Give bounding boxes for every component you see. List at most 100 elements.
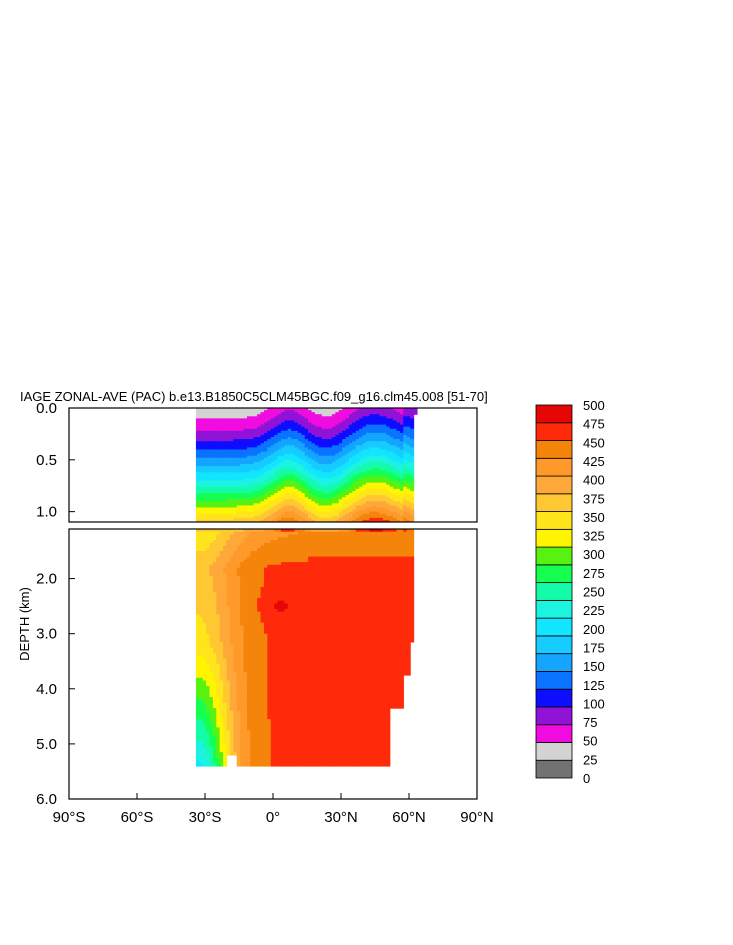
contour-cell	[328, 507, 333, 511]
contour-cell	[219, 443, 224, 446]
contour-cell	[229, 655, 234, 660]
contour-cell	[372, 486, 377, 490]
contour-cell	[236, 622, 241, 627]
contour-cell	[209, 680, 214, 684]
contour-cell	[243, 724, 248, 728]
contour-cell	[253, 443, 258, 446]
contour-cell	[376, 426, 381, 430]
contour-cell	[331, 499, 336, 502]
contour-cell	[260, 497, 265, 500]
contour-cell	[202, 439, 207, 442]
contour-cell	[209, 641, 214, 646]
contour-cell	[287, 495, 292, 498]
contour-cell	[209, 765, 214, 767]
contour-cell	[396, 492, 401, 496]
contour-cell	[284, 410, 289, 413]
contour-cell	[311, 478, 316, 482]
contour-cell	[199, 669, 204, 673]
contour-cell	[301, 439, 306, 442]
contour-cell	[219, 466, 224, 469]
contour-cell	[379, 463, 384, 467]
contour-cell	[229, 470, 234, 473]
contour-cell	[284, 476, 289, 480]
contour-cell	[365, 414, 370, 417]
contour-cell	[233, 428, 238, 432]
contour-cell	[331, 412, 336, 415]
contour-cell	[308, 501, 313, 504]
contour-cell	[233, 511, 238, 515]
contour-cell	[199, 459, 204, 463]
contour-cell	[291, 453, 296, 457]
contour-cell	[219, 513, 224, 517]
contour-cell	[362, 468, 367, 471]
contour-cell	[206, 735, 211, 739]
contour-cell	[393, 505, 398, 509]
contour-cell	[243, 428, 248, 432]
contour-cell	[206, 765, 211, 767]
contour-cell	[318, 515, 323, 519]
contour-cell	[257, 414, 262, 417]
contour-cell	[243, 691, 248, 695]
contour-cell	[345, 414, 350, 417]
contour-cell	[399, 408, 404, 411]
contour-cell	[223, 644, 228, 649]
contour-cell	[223, 531, 228, 536]
contour-cell	[284, 492, 289, 496]
contour-cell	[328, 424, 333, 428]
contour-cell	[246, 697, 251, 701]
contour-cell	[301, 437, 306, 440]
contour-cell	[240, 603, 245, 607]
contour-cell	[280, 453, 285, 457]
contour-cell	[236, 581, 241, 585]
contour-cell	[331, 414, 336, 417]
contour-cell	[250, 497, 255, 500]
contour-cell	[223, 556, 228, 560]
contour-cell	[382, 488, 387, 492]
contour-cell	[372, 488, 377, 492]
contour-cell	[209, 719, 214, 723]
contour-cell	[403, 426, 408, 430]
contour-cell	[274, 497, 279, 500]
contour-cell	[209, 420, 214, 424]
contour-cell	[209, 451, 214, 455]
contour-cell	[284, 501, 289, 504]
contour-cell	[202, 727, 207, 731]
contour-cell	[406, 511, 411, 515]
contour-cell	[335, 511, 340, 515]
contour-cell	[250, 724, 255, 728]
contour-cell	[212, 529, 217, 533]
contour-cell	[246, 426, 251, 430]
contour-cell	[359, 507, 364, 511]
contour-cell	[393, 507, 398, 511]
contour-cell	[199, 608, 204, 613]
contour-cell	[280, 490, 285, 494]
contour-cell	[216, 575, 221, 580]
contour-cell	[389, 501, 394, 504]
contour-cell	[280, 513, 285, 517]
contour-cell	[304, 445, 309, 448]
contour-cell	[274, 499, 279, 502]
contour-cell	[243, 507, 248, 511]
contour-cell	[236, 716, 241, 720]
contour-cell	[206, 614, 211, 618]
contour-cell	[257, 408, 262, 411]
contour-cell	[355, 480, 360, 484]
contour-cell	[359, 515, 364, 519]
contour-cell	[212, 611, 217, 616]
contour-cell	[212, 495, 217, 498]
contour-cell	[223, 661, 228, 665]
contour-cell	[277, 428, 282, 432]
contour-cell	[226, 457, 231, 461]
contour-cell	[236, 647, 241, 651]
contour-cell	[389, 447, 394, 451]
contour-cell	[229, 443, 234, 446]
contour-cell	[202, 641, 207, 646]
contour-cell	[212, 459, 217, 463]
contour-cell	[274, 492, 279, 496]
contour-cell	[284, 517, 289, 521]
contour-cell	[280, 476, 285, 480]
contour-cell	[223, 622, 228, 627]
contour-cell	[233, 513, 238, 517]
contour-cell	[246, 507, 251, 511]
contour-cell	[219, 760, 224, 764]
